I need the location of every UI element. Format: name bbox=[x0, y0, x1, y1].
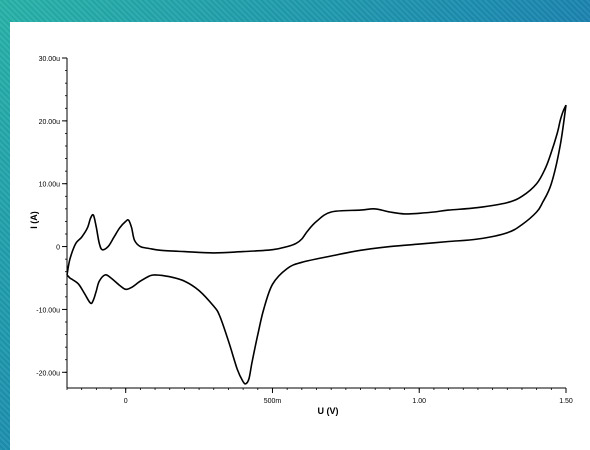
y-tick-label: 10.00u bbox=[39, 182, 61, 189]
tick-labels: 30.00u 20.00u 10.00u 0 -10.00u -20.00u 0 500m 1.… bbox=[36, 56, 573, 405]
series-line-1 bbox=[66, 104, 567, 276]
y-tick-label: -10.00u bbox=[36, 307, 60, 314]
chart-panel: 30.00u 20.00u 10.00u 0 -10.00u -20.00u 0 500m 1.… bbox=[10, 22, 590, 450]
axes bbox=[66, 58, 566, 389]
major-ticks bbox=[62, 57, 567, 393]
y-tick-label: 0 bbox=[56, 245, 60, 252]
y-axis-label: I (A) bbox=[29, 211, 39, 229]
series-group bbox=[66, 104, 567, 385]
x-axis-label: U (V) bbox=[318, 406, 339, 416]
x-tick-label: 1.50 bbox=[559, 398, 573, 405]
cv-chart: 30.00u 20.00u 10.00u 0 -10.00u -20.00u 0 500m 1.… bbox=[29, 56, 573, 416]
x-tick-label: 1.00 bbox=[412, 398, 426, 405]
y-tick-label: 30.00u bbox=[39, 56, 61, 63]
y-tick-label: -20.00u bbox=[36, 370, 60, 377]
minor-ticks bbox=[65, 57, 567, 390]
series-line-2 bbox=[66, 104, 567, 385]
y-tick-label: 20.00u bbox=[39, 119, 61, 126]
x-tick-label: 500m bbox=[264, 398, 282, 405]
x-tick-label: 0 bbox=[124, 398, 128, 405]
